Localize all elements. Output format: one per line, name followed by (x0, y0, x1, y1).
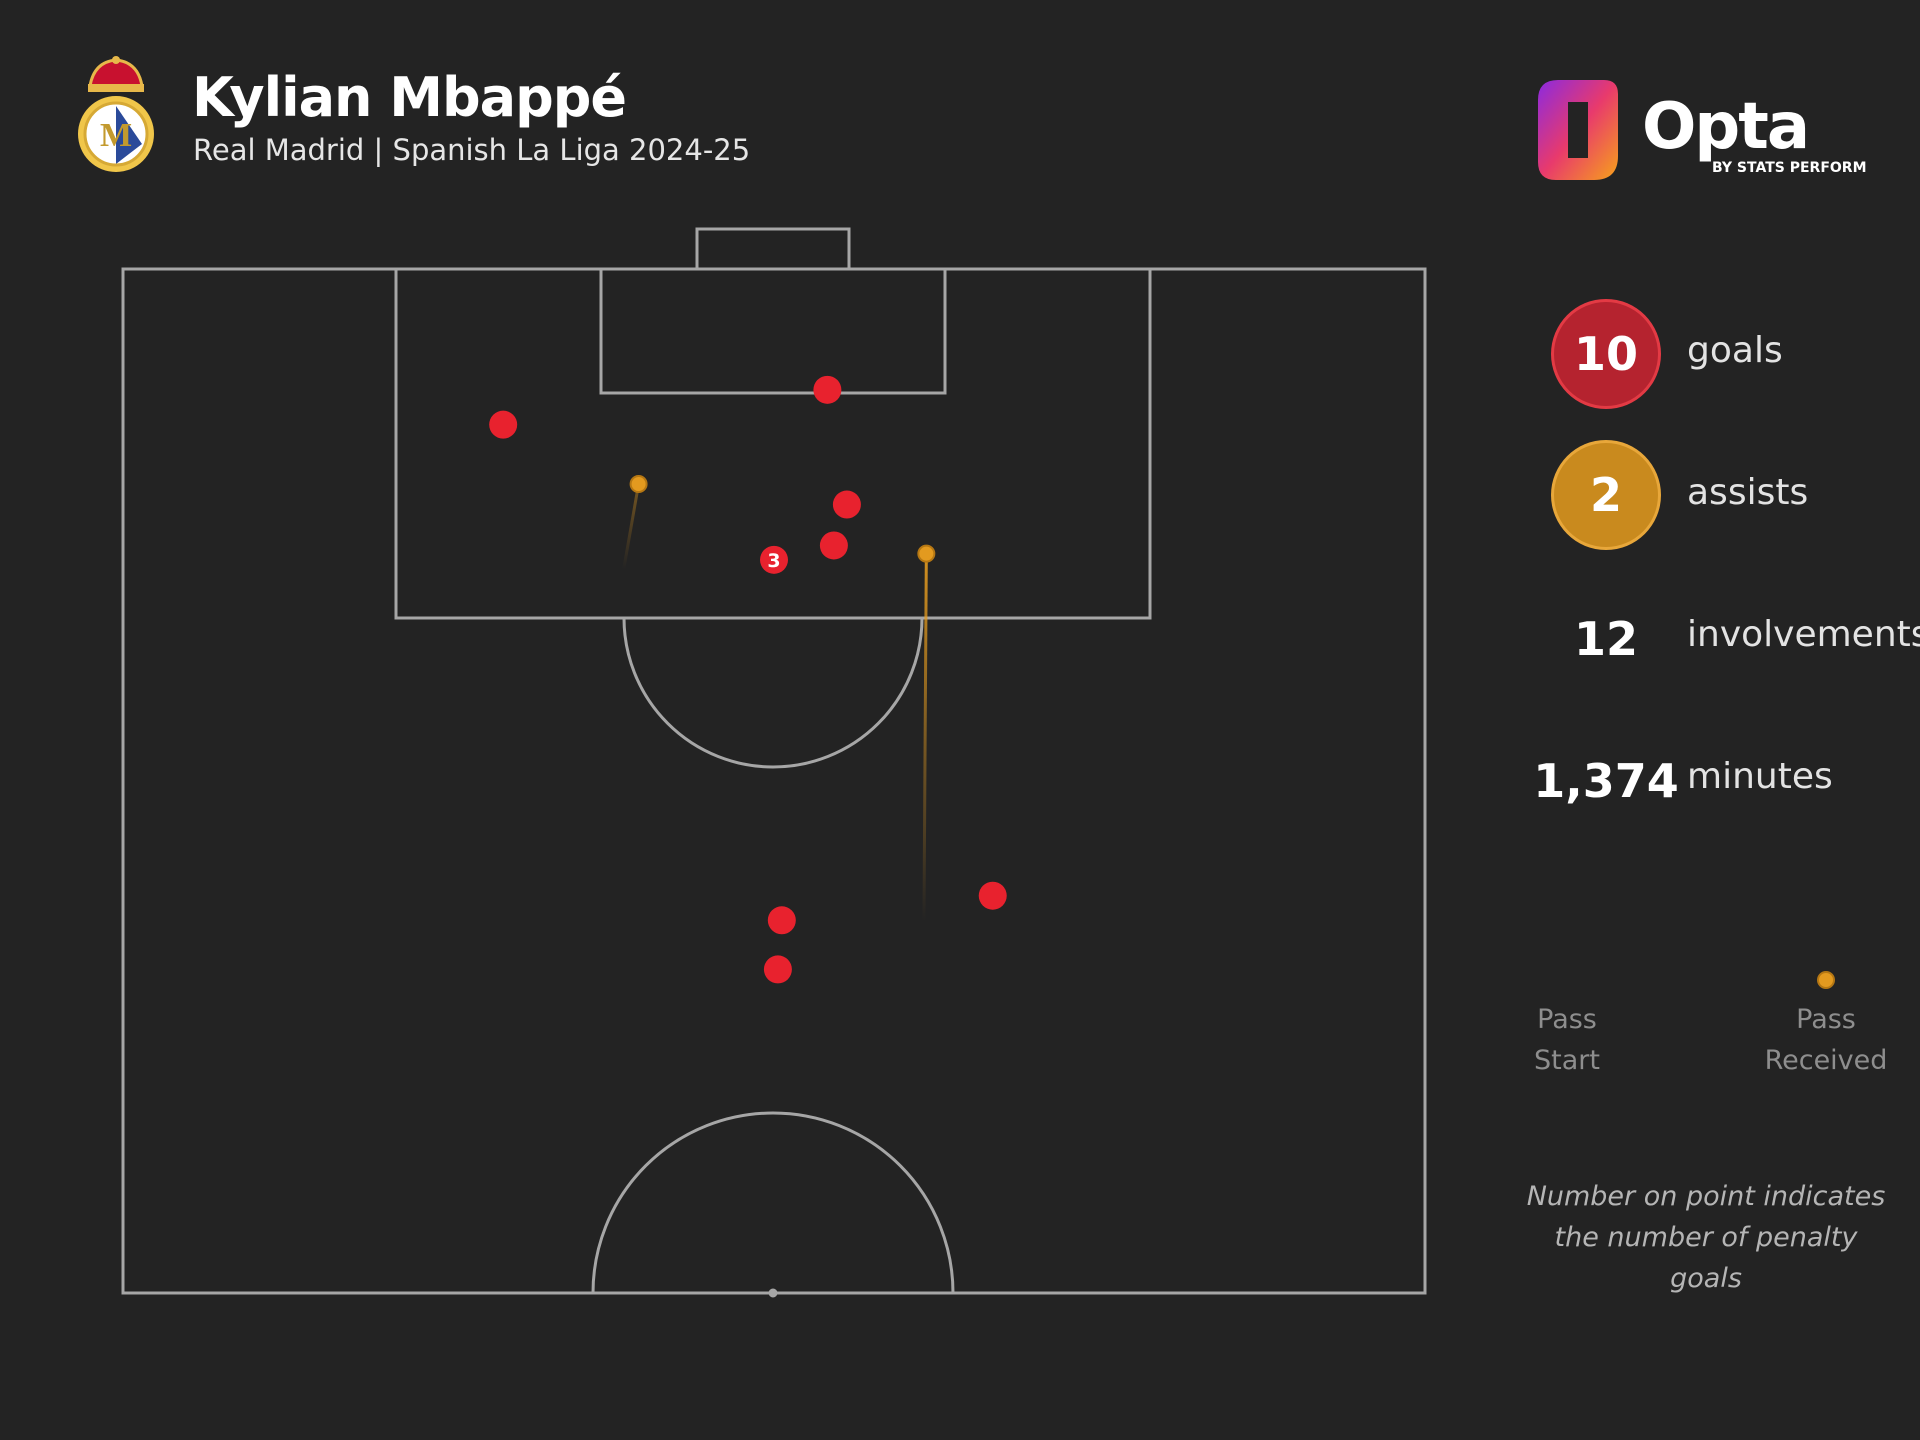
goal-point (767, 906, 796, 935)
assist-received-point (917, 544, 936, 563)
assist-pass-line (598, 483, 641, 708)
six-yard-box (599, 267, 947, 395)
page-subtitle: Real Madrid | Spanish La Liga 2024-25 (193, 133, 751, 167)
assist-layer (598, 475, 936, 956)
goal-layer: 3 (489, 375, 1007, 984)
center-circle-arc (591, 1111, 955, 1294)
opta-logo-icon (1538, 80, 1618, 180)
page-title: Kylian Mbappé (192, 66, 627, 129)
pass-legend-icon (1566, 971, 1835, 989)
goal-point (832, 490, 861, 519)
minutes-count: 1,374 (1533, 754, 1679, 808)
assists-label: assists (1687, 472, 1809, 513)
assist-received-point (629, 475, 648, 494)
penalty-goal-point (760, 545, 788, 574)
legend-pass-start: Pass Start (1534, 1004, 1600, 1076)
involvements-label: involvements (1687, 614, 1920, 655)
pitch-lines (121, 227, 1427, 1298)
goal-point (819, 531, 848, 560)
penalty-note: Number on point indicates the number of … (1526, 1181, 1886, 1294)
goals-count-badge: 10 (1554, 302, 1658, 406)
opta-wordmark: Opta (1642, 90, 1810, 164)
involvements-count: 12 (1573, 612, 1638, 666)
opta-byline: BY STATS PERFORM (1712, 160, 1867, 176)
penalty-goal-count: 3 (767, 550, 780, 572)
minutes-label: minutes (1687, 756, 1833, 797)
goal-point (978, 881, 1007, 910)
pitch-outline (121, 267, 1427, 1295)
assists-count-badge: 2 (1554, 443, 1658, 547)
goal-point (489, 410, 518, 439)
legend-pass-received: Pass Received (1764, 1004, 1888, 1076)
goal-point (763, 955, 792, 984)
goals-label: goals (1687, 330, 1783, 371)
penalty-arc (622, 617, 924, 769)
goal-frame (695, 227, 851, 271)
svg-text:M: M (100, 117, 132, 154)
pitch-map: 3 (121, 227, 1427, 1298)
center-spot (768, 1288, 778, 1298)
real-madrid-crest-icon: M (78, 56, 154, 172)
assist-pass-line (922, 553, 928, 956)
goal-point (813, 375, 842, 404)
